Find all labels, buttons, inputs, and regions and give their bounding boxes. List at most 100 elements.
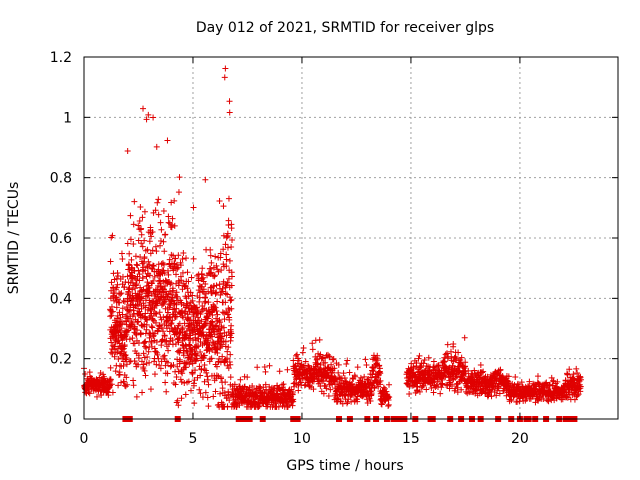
- data-point: [197, 390, 204, 397]
- data-point: [131, 268, 138, 275]
- data-point: [208, 259, 215, 266]
- data-point: [266, 362, 273, 369]
- data-point: [116, 309, 123, 316]
- data-point: [126, 250, 133, 257]
- data-point: [123, 374, 130, 381]
- data-point: [221, 316, 228, 323]
- data-point: [566, 366, 573, 373]
- data-point: [146, 334, 153, 341]
- data-point: [195, 335, 202, 342]
- data-point: [458, 386, 465, 393]
- data-point: [294, 351, 301, 358]
- data-point: [121, 284, 128, 291]
- data-point: [118, 290, 125, 297]
- data-point: [177, 262, 184, 269]
- data-point: [213, 372, 220, 379]
- data-point: [144, 263, 151, 270]
- data-point: [126, 336, 133, 343]
- data-point: [160, 238, 167, 245]
- data-point: [115, 382, 122, 389]
- data-point: [165, 347, 172, 354]
- data-point: [450, 340, 457, 347]
- data-point: [228, 273, 235, 280]
- x-tick-label: 5: [189, 431, 198, 447]
- data-point: [111, 353, 118, 360]
- data-point: [188, 387, 195, 394]
- data-point: [465, 367, 472, 374]
- data-point: [86, 390, 93, 397]
- data-point: [354, 364, 361, 371]
- data-point: [319, 355, 326, 362]
- data-point: [133, 393, 140, 400]
- data-point: [208, 269, 215, 276]
- data-point: [227, 374, 234, 381]
- data-point: [209, 339, 216, 346]
- data-point: [416, 352, 423, 359]
- data-point: [299, 349, 306, 356]
- data-point: [196, 386, 203, 393]
- data-point: [225, 344, 232, 351]
- data-point: [152, 348, 159, 355]
- data-point: [185, 278, 192, 285]
- data-point: [110, 297, 117, 304]
- data-point: [299, 375, 306, 382]
- data-point: [145, 348, 152, 355]
- data-point: [406, 383, 413, 390]
- data-point: [295, 387, 302, 394]
- data-point: [222, 299, 229, 306]
- data-point: [140, 105, 147, 112]
- data-point: [113, 304, 120, 311]
- data-point: [124, 381, 131, 388]
- data-point: [161, 261, 168, 268]
- data-point: [179, 269, 186, 276]
- data-point: [129, 274, 136, 281]
- data-point: [425, 354, 432, 361]
- data-point: [221, 74, 228, 81]
- data-point: [110, 285, 117, 292]
- data-point: [217, 343, 224, 350]
- data-points: [80, 65, 584, 410]
- data-point: [336, 374, 343, 381]
- data-point: [223, 256, 230, 263]
- data-point: [220, 324, 227, 331]
- data-point: [228, 296, 235, 303]
- data-point: [204, 394, 211, 401]
- data-point: [420, 360, 427, 367]
- data-point: [153, 310, 160, 317]
- data-point: [166, 288, 173, 295]
- data-point: [150, 114, 157, 121]
- data-point: [141, 367, 148, 374]
- data-point: [141, 208, 148, 215]
- data-point: [215, 334, 222, 341]
- data-point: [225, 195, 232, 202]
- data-point: [138, 225, 145, 232]
- data-point: [574, 369, 581, 376]
- data-point: [496, 390, 503, 397]
- data-point: [461, 334, 468, 341]
- data-point: [136, 271, 143, 278]
- data-point: [131, 198, 138, 205]
- data-point: [419, 383, 426, 390]
- data-point: [218, 267, 225, 274]
- data-point: [160, 328, 167, 335]
- data-point: [129, 320, 136, 327]
- data-point: [206, 341, 213, 348]
- data-point: [155, 196, 162, 203]
- data-point: [133, 282, 140, 289]
- data-point: [182, 391, 189, 398]
- data-point: [330, 356, 337, 363]
- data-point: [178, 395, 185, 402]
- data-point: [147, 386, 154, 393]
- data-point: [212, 323, 219, 330]
- data-point: [213, 289, 220, 296]
- data-point: [279, 381, 286, 388]
- data-point: [231, 381, 238, 388]
- data-point: [322, 359, 329, 366]
- data-point: [135, 222, 142, 229]
- data-point: [213, 282, 220, 289]
- data-point: [205, 344, 212, 351]
- data-point: [120, 378, 127, 385]
- data-point: [201, 378, 208, 385]
- data-point: [430, 363, 437, 370]
- data-point: [191, 400, 198, 407]
